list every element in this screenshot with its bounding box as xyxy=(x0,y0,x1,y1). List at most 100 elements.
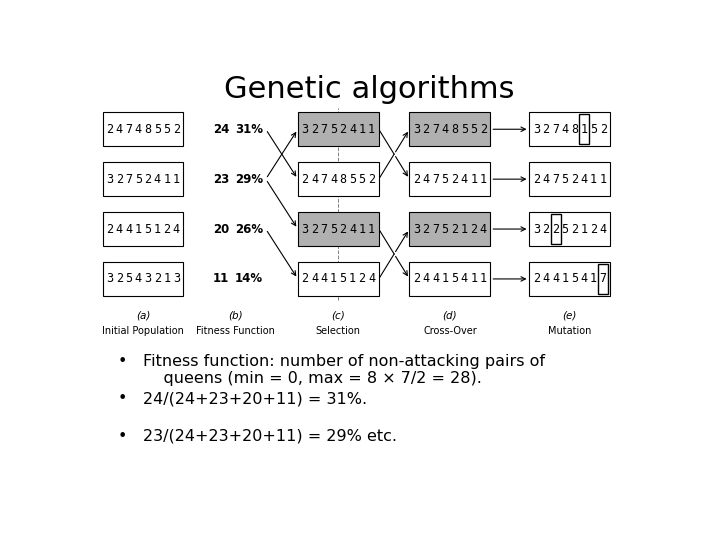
Text: 3: 3 xyxy=(413,222,420,235)
FancyBboxPatch shape xyxy=(410,212,490,246)
FancyBboxPatch shape xyxy=(102,112,184,146)
Text: 1: 1 xyxy=(330,273,337,286)
Text: 3: 3 xyxy=(144,273,151,286)
Text: 4: 4 xyxy=(423,273,430,286)
Text: Selection: Selection xyxy=(316,326,361,336)
Text: 1: 1 xyxy=(580,222,588,235)
Text: (d): (d) xyxy=(443,310,457,321)
Text: (c): (c) xyxy=(331,310,345,321)
FancyBboxPatch shape xyxy=(102,262,184,296)
Text: 2: 2 xyxy=(302,173,309,186)
Text: (e): (e) xyxy=(563,310,577,321)
Text: 4: 4 xyxy=(461,273,468,286)
Text: 3: 3 xyxy=(302,123,309,136)
Text: 4: 4 xyxy=(135,123,142,136)
FancyBboxPatch shape xyxy=(298,162,379,196)
Text: 4: 4 xyxy=(543,273,549,286)
Text: 4: 4 xyxy=(543,173,549,186)
Text: Cross-Over: Cross-Over xyxy=(423,326,477,336)
Text: 1: 1 xyxy=(368,123,375,136)
FancyBboxPatch shape xyxy=(529,262,611,296)
FancyBboxPatch shape xyxy=(579,114,589,144)
Text: 14%: 14% xyxy=(235,273,263,286)
Text: 2: 2 xyxy=(543,222,549,235)
Text: 5: 5 xyxy=(441,222,449,235)
Text: 5: 5 xyxy=(330,222,337,235)
Text: 1: 1 xyxy=(470,173,477,186)
Text: 4: 4 xyxy=(368,273,375,286)
Text: •: • xyxy=(118,429,127,444)
Text: 5: 5 xyxy=(144,222,151,235)
FancyBboxPatch shape xyxy=(410,112,490,146)
Text: 31%: 31% xyxy=(235,123,263,136)
Text: 5: 5 xyxy=(154,123,161,136)
Text: 5: 5 xyxy=(441,173,449,186)
Text: 2: 2 xyxy=(173,123,180,136)
Text: 4: 4 xyxy=(311,173,318,186)
Text: 4: 4 xyxy=(600,222,607,235)
Text: 1: 1 xyxy=(359,123,366,136)
Text: 3: 3 xyxy=(413,123,420,136)
Text: 2: 2 xyxy=(359,273,366,286)
Text: 5: 5 xyxy=(461,123,468,136)
Text: 23/(24+23+20+11) = 29% etc.: 23/(24+23+20+11) = 29% etc. xyxy=(143,429,397,444)
Text: 7: 7 xyxy=(320,222,328,235)
Text: 29%: 29% xyxy=(235,173,263,186)
FancyBboxPatch shape xyxy=(529,162,611,196)
Text: 4: 4 xyxy=(480,222,487,235)
Text: 5: 5 xyxy=(470,123,477,136)
Text: 2: 2 xyxy=(543,123,549,136)
Text: 5: 5 xyxy=(340,273,346,286)
Text: 7: 7 xyxy=(552,173,559,186)
Text: 5: 5 xyxy=(125,273,132,286)
Text: 2: 2 xyxy=(533,173,540,186)
Text: 2: 2 xyxy=(413,173,420,186)
Text: •: • xyxy=(118,354,127,369)
Text: 7: 7 xyxy=(320,173,328,186)
Text: 2: 2 xyxy=(423,123,430,136)
Text: 2: 2 xyxy=(340,123,346,136)
Text: 2: 2 xyxy=(154,273,161,286)
Text: 5: 5 xyxy=(349,173,356,186)
Text: (b): (b) xyxy=(228,310,243,321)
Text: 5: 5 xyxy=(571,273,578,286)
Text: 4: 4 xyxy=(580,273,588,286)
Text: 2: 2 xyxy=(552,222,559,235)
Text: 4: 4 xyxy=(116,123,123,136)
Text: 4: 4 xyxy=(311,273,318,286)
Text: 2: 2 xyxy=(571,173,578,186)
Text: 2: 2 xyxy=(480,123,487,136)
Text: 7: 7 xyxy=(600,273,607,286)
Text: 2: 2 xyxy=(116,273,123,286)
Text: 4: 4 xyxy=(562,123,569,136)
Text: 7: 7 xyxy=(432,222,439,235)
Text: 2: 2 xyxy=(106,222,113,235)
Text: 7: 7 xyxy=(320,123,328,136)
Text: 4: 4 xyxy=(552,273,559,286)
Text: 3: 3 xyxy=(533,222,540,235)
Text: •: • xyxy=(118,391,127,406)
FancyBboxPatch shape xyxy=(529,112,611,146)
Text: 4: 4 xyxy=(580,173,588,186)
Text: 2: 2 xyxy=(470,222,477,235)
FancyBboxPatch shape xyxy=(529,212,611,246)
Text: 4: 4 xyxy=(116,222,123,235)
Text: 8: 8 xyxy=(571,123,578,136)
Text: 5: 5 xyxy=(135,173,142,186)
Text: 4: 4 xyxy=(441,123,449,136)
Text: 24: 24 xyxy=(213,123,229,136)
Text: 2: 2 xyxy=(311,222,318,235)
Text: 5: 5 xyxy=(330,123,337,136)
Text: 8: 8 xyxy=(144,123,151,136)
Text: 2: 2 xyxy=(163,222,171,235)
Text: 3: 3 xyxy=(302,222,309,235)
Text: 3: 3 xyxy=(173,273,180,286)
Text: 2: 2 xyxy=(600,123,607,136)
Text: 8: 8 xyxy=(451,123,458,136)
Text: 2: 2 xyxy=(590,222,597,235)
Text: 11: 11 xyxy=(213,273,229,286)
Text: (a): (a) xyxy=(136,310,150,321)
Text: Fitness function: number of non-attacking pairs of
    queens (min = 0, max = 8 : Fitness function: number of non-attackin… xyxy=(143,354,545,386)
Text: 5: 5 xyxy=(590,123,597,136)
Text: 5: 5 xyxy=(359,173,366,186)
